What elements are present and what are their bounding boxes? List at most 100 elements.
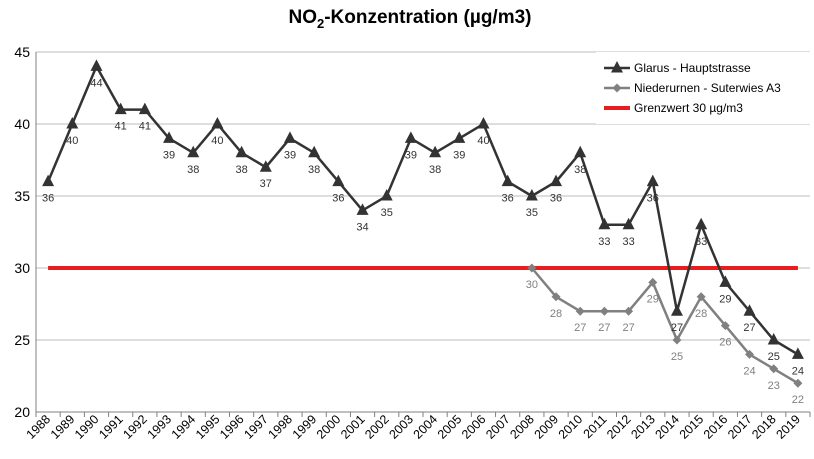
chart-title-suffix: -Konzentration (µg/m3) bbox=[324, 7, 531, 28]
data-point-triangle bbox=[574, 145, 587, 158]
data-label-niederurnen: 22 bbox=[792, 394, 804, 406]
legend-label-grenzwert: Grenzwert 30 µg/m3 bbox=[634, 101, 743, 115]
data-point-diamond bbox=[624, 306, 634, 316]
data-label-glarus: 38 bbox=[574, 164, 586, 176]
data-label-glarus: 36 bbox=[42, 193, 54, 205]
x-tick-label: 1990 bbox=[72, 412, 102, 442]
data-labels: 36 40 44 41 41 39 38 40 38 37 39 38 36 34 35 39 38 39 40 36… bbox=[42, 77, 804, 406]
data-point-triangle bbox=[211, 117, 224, 129]
y-tick-label: 20 bbox=[14, 404, 30, 420]
chart-title: NO2-Konzentration (µg/m3) bbox=[289, 7, 532, 31]
data-label-glarus: 29 bbox=[719, 293, 731, 305]
data-label-glarus: 41 bbox=[139, 121, 151, 133]
x-tick-label: 2019 bbox=[773, 412, 803, 442]
data-point-triangle bbox=[598, 217, 611, 230]
data-label-niederurnen: 24 bbox=[743, 365, 755, 377]
data-label-glarus: 40 bbox=[66, 135, 78, 147]
data-label-glarus: 39 bbox=[453, 149, 465, 161]
data-point-triangle bbox=[114, 102, 127, 115]
x-tick-label: 1992 bbox=[120, 412, 150, 442]
data-label-niederurnen: 27 bbox=[598, 322, 610, 334]
data-point-triangle bbox=[453, 131, 466, 143]
legend: Glarus - Hauptstrasse Niederurnen - Suter… bbox=[596, 52, 810, 124]
data-label-glarus: 39 bbox=[405, 149, 417, 161]
data-point-diamond bbox=[612, 83, 622, 93]
x-tick-label: 2000 bbox=[314, 412, 344, 442]
data-point-triangle bbox=[42, 174, 55, 187]
x-tick-label: 2009 bbox=[532, 412, 562, 442]
data-label-niederurnen: 29 bbox=[647, 293, 659, 305]
data-point-diamond bbox=[672, 335, 682, 345]
data-point-triangle bbox=[404, 131, 417, 143]
series-line-niederurnen bbox=[530, 267, 799, 385]
x-tick-label: 1995 bbox=[193, 412, 223, 442]
y-tick-label: 30 bbox=[14, 260, 30, 276]
x-tick-label: 2001 bbox=[338, 412, 368, 442]
data-label-glarus: 39 bbox=[163, 149, 175, 161]
data-label-niederurnen: 26 bbox=[719, 337, 731, 349]
data-label-glarus: 24 bbox=[792, 365, 804, 377]
x-tick-label: 2018 bbox=[749, 412, 779, 442]
data-label-niederurnen: 30 bbox=[526, 279, 538, 291]
x-tick-label: 1996 bbox=[217, 412, 247, 442]
x-tick-label: 1994 bbox=[169, 412, 199, 442]
y-tick-label: 40 bbox=[14, 116, 30, 132]
series-layer bbox=[42, 59, 804, 388]
data-point-triangle bbox=[670, 304, 683, 316]
data-label-glarus: 35 bbox=[526, 207, 538, 219]
data-label-glarus: 41 bbox=[115, 121, 127, 133]
data-point-triangle bbox=[525, 189, 538, 201]
data-label-glarus: 33 bbox=[598, 236, 610, 248]
x-tick-label: 2002 bbox=[362, 412, 392, 442]
data-point-triangle bbox=[719, 275, 732, 287]
data-label-niederurnen: 25 bbox=[671, 351, 683, 363]
data-point-triangle bbox=[380, 189, 393, 201]
y-tick-label: 45 bbox=[14, 44, 30, 60]
data-point-diamond bbox=[769, 364, 779, 374]
data-point-diamond bbox=[793, 378, 803, 388]
data-point-triangle bbox=[695, 217, 708, 230]
x-tick-label: 2004 bbox=[411, 412, 441, 442]
x-tick-label: 2003 bbox=[386, 412, 416, 442]
data-label-glarus: 38 bbox=[308, 164, 320, 176]
data-point-triangle bbox=[138, 102, 151, 115]
data-point-triangle bbox=[163, 131, 176, 143]
data-point-triangle bbox=[259, 160, 272, 172]
data-point-triangle bbox=[501, 174, 514, 187]
data-point-triangle bbox=[791, 347, 804, 359]
data-point-triangle bbox=[90, 59, 103, 71]
legend-label-glarus: Glarus - Hauptstrasse bbox=[634, 61, 751, 75]
data-point-diamond bbox=[648, 277, 658, 287]
data-label-glarus: 27 bbox=[743, 322, 755, 334]
data-label-niederurnen: 28 bbox=[550, 308, 562, 320]
data-label-glarus: 44 bbox=[90, 77, 102, 89]
data-label-niederurnen: 27 bbox=[574, 322, 586, 334]
x-tick-label: 2012 bbox=[604, 412, 634, 442]
data-label-glarus: 40 bbox=[477, 135, 489, 147]
x-tick-label: 2006 bbox=[459, 412, 489, 442]
x-tick-label: 1991 bbox=[96, 412, 126, 442]
chart-title-subscript: 2 bbox=[317, 16, 324, 31]
data-point-triangle bbox=[477, 117, 490, 129]
data-point-triangle bbox=[187, 145, 200, 158]
data-point-diamond bbox=[551, 292, 561, 302]
data-label-glarus: 38 bbox=[235, 164, 247, 176]
data-point-triangle bbox=[429, 145, 442, 158]
y-tick-label: 25 bbox=[14, 332, 30, 348]
x-tick-label: 2008 bbox=[507, 412, 537, 442]
data-point-triangle bbox=[646, 174, 659, 187]
data-point-triangle bbox=[767, 333, 780, 345]
data-point-diamond bbox=[527, 263, 537, 273]
data-point-triangle bbox=[308, 145, 321, 158]
data-label-glarus: 36 bbox=[332, 193, 344, 205]
data-point-triangle bbox=[356, 203, 369, 215]
data-point-diamond bbox=[575, 306, 585, 316]
data-point-diamond bbox=[696, 292, 706, 302]
data-point-diamond bbox=[599, 306, 609, 316]
x-tick-label: 2014 bbox=[653, 412, 683, 442]
data-label-glarus: 25 bbox=[768, 351, 780, 363]
data-point-triangle bbox=[550, 174, 563, 187]
data-label-niederurnen: 23 bbox=[768, 380, 780, 392]
x-tick-label: 2010 bbox=[556, 412, 586, 442]
x-tick-label: 2011 bbox=[581, 412, 610, 441]
